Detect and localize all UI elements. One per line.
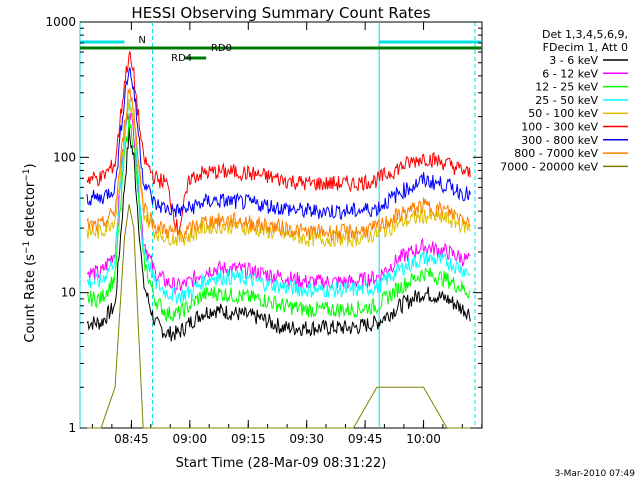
y-tick-label: 100 bbox=[53, 150, 76, 164]
x-axis-label: Start Time (28-Mar-09 08:31:22) bbox=[176, 456, 387, 471]
series-line-8 bbox=[87, 204, 471, 429]
y-axis-label-mid: detector bbox=[23, 181, 38, 241]
legend-label: 6 - 12 keV bbox=[542, 67, 598, 80]
y-tick-label: 1000 bbox=[45, 15, 76, 29]
y-axis-label: Count Rate (s−1 detector−1) bbox=[22, 163, 38, 342]
x-tick-label: 09:00 bbox=[173, 432, 208, 446]
series-line-0 bbox=[86, 127, 471, 342]
legend-label: 100 - 300 keV bbox=[521, 121, 598, 134]
legend: Det 1,3,4,5,6,9,FDecim 1, Att 03 - 6 keV… bbox=[500, 28, 628, 173]
y-axis-label-sup1: −1 bbox=[22, 241, 32, 254]
y-tick-label: 1 bbox=[68, 421, 76, 435]
series-line-7 bbox=[86, 88, 471, 243]
y-axis-label-end: ) bbox=[23, 163, 38, 168]
series-line-2 bbox=[86, 112, 471, 323]
legend-label: 7000 - 20000 keV bbox=[500, 160, 598, 173]
flag-label-n: N bbox=[138, 35, 145, 46]
timestamp: 3-Mar-2010 07:49 bbox=[555, 469, 636, 479]
legend-label: 50 - 100 keV bbox=[528, 107, 598, 120]
x-tick-label: 08:45 bbox=[114, 432, 149, 446]
legend-label: 25 - 50 keV bbox=[535, 94, 598, 107]
legend-header-line: Det 1,3,4,5,6,9, bbox=[542, 28, 628, 41]
x-tick-label: 09:15 bbox=[231, 432, 266, 446]
series-line-4 bbox=[86, 100, 471, 248]
chart-title: HESSI Observing Summary Count Rates bbox=[131, 4, 430, 22]
y-axis-label-sup2: −1 bbox=[22, 168, 32, 181]
flag-label-rd4: RD4 bbox=[171, 53, 192, 64]
legend-header-line: FDecim 1, Att 0 bbox=[543, 41, 628, 54]
legend-label: 3 - 6 keV bbox=[549, 54, 598, 67]
series-line-5 bbox=[86, 51, 471, 236]
x-tick-label: 10:00 bbox=[406, 432, 441, 446]
y-tick-label: 10 bbox=[61, 286, 76, 300]
x-tick-label: 09:30 bbox=[289, 432, 324, 446]
plot-area: N RD0 RD4 08:45 09:00 09:15 09:30 09:45 10:00 1 10… bbox=[45, 15, 483, 446]
flag-label-rd0: RD0 bbox=[211, 43, 232, 54]
series-line-1 bbox=[86, 112, 471, 294]
x-tick-label: 09:45 bbox=[348, 432, 383, 446]
legend-label: 300 - 800 keV bbox=[521, 134, 598, 147]
series-line-3 bbox=[86, 98, 471, 305]
legend-label: 12 - 25 keV bbox=[535, 81, 598, 94]
legend-label: 800 - 7000 keV bbox=[514, 147, 598, 160]
y-axis-label-main: Count Rate (s bbox=[23, 254, 38, 343]
series-line-6 bbox=[86, 67, 471, 220]
